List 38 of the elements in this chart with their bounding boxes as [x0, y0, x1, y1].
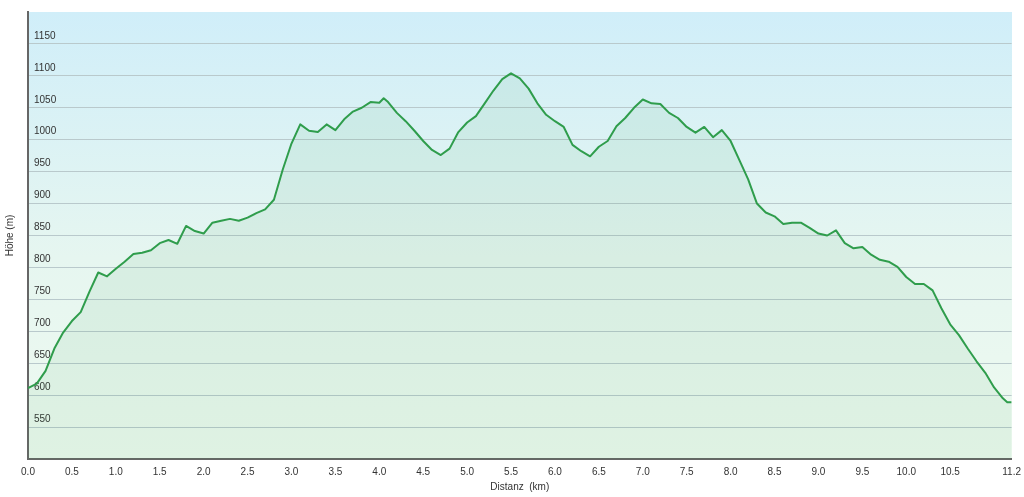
x-tick-label: 10.5	[940, 465, 961, 477]
x-tick-label: 2.0	[196, 465, 212, 477]
y-tick-label: 850	[34, 221, 52, 233]
x-tick-label: 8.5	[767, 465, 782, 477]
y-tick-label: 800	[34, 253, 52, 265]
x-tick-label: 9.5	[855, 465, 870, 477]
x-tick-label: 4.5	[416, 465, 431, 477]
y-tick-label: 1050	[34, 93, 57, 105]
y-tick-label: 700	[34, 317, 52, 329]
x-tick-label: 5.0	[460, 465, 475, 477]
x-tick-label: 9.0	[811, 465, 826, 477]
y-tick-label: 550	[34, 412, 52, 424]
y-tick-label: 600	[34, 380, 52, 392]
x-tick-label: 3.0	[284, 465, 299, 477]
x-tick-label: 0.5	[64, 465, 80, 477]
x-tick-label: 1.5	[152, 465, 168, 477]
y-tick-label: 1100	[34, 61, 56, 73]
x-axis-title: Distanz (km)	[490, 480, 550, 492]
x-tick-label: 2.5	[240, 465, 255, 477]
x-tick-label: 4.0	[372, 465, 387, 477]
y-tick-label: 750	[34, 285, 52, 297]
y-tick-label: 1150	[34, 29, 56, 41]
x-tick-label: 7.5	[679, 465, 695, 477]
x-tick-label: 1.0	[108, 465, 124, 477]
y-tick-label: 900	[34, 189, 52, 201]
x-tick-label: 10.0	[896, 465, 917, 477]
x-tick-label: 6.0	[548, 465, 563, 477]
x-tick-label: 8.0	[723, 465, 738, 477]
y-tick-label: 950	[34, 157, 52, 169]
x-tick-label: 0.0	[21, 465, 36, 477]
y-axis-title: Höhe (m)	[3, 214, 15, 257]
x-tick-label: 11.2	[1002, 465, 1022, 477]
x-tick-label: 6.5	[591, 465, 607, 477]
x-tick-label: 3.5	[328, 465, 343, 477]
x-tick-label: 7.0	[635, 465, 651, 477]
y-tick-label: 1000	[34, 125, 57, 137]
x-tick-label: 5.5	[504, 465, 519, 477]
y-tick-label: 650	[34, 348, 52, 360]
